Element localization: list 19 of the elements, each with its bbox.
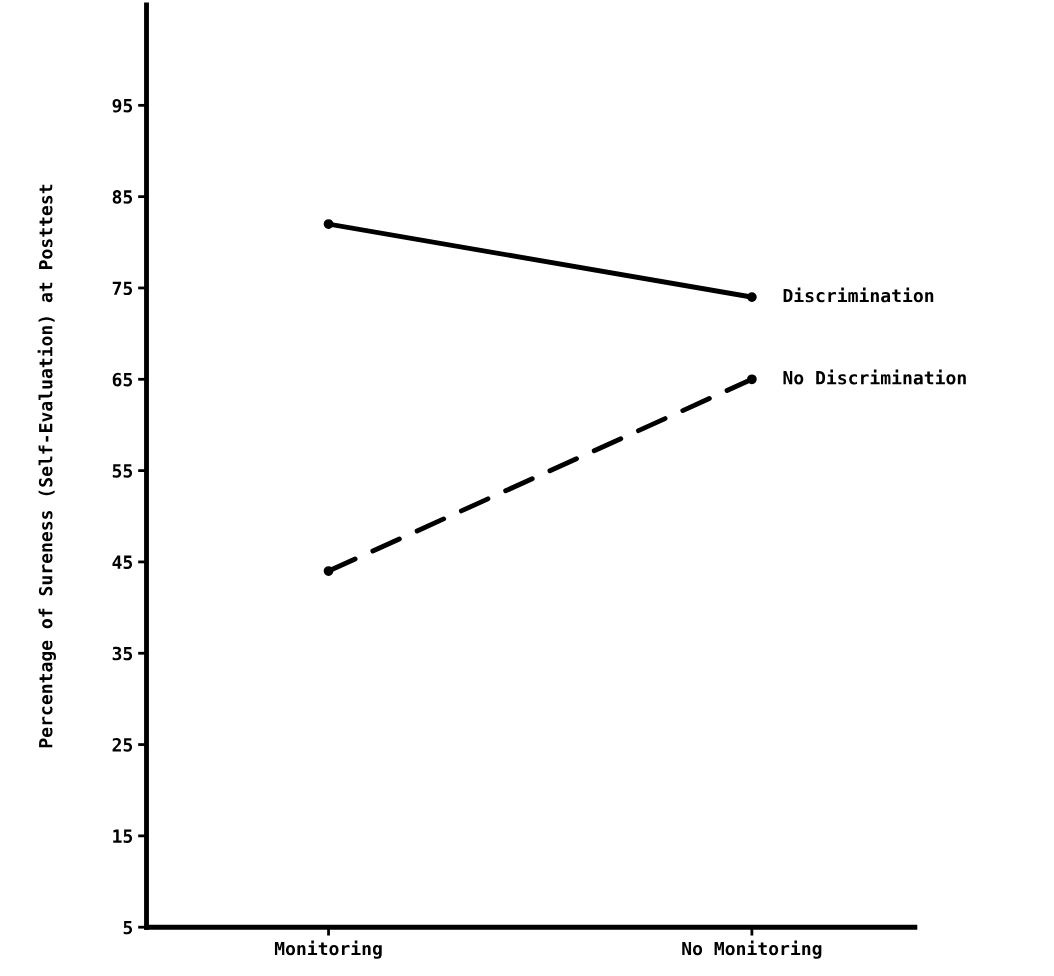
y-tick-label: 5: [123, 920, 133, 935]
x-tick-label: No Monitoring: [682, 940, 822, 959]
y-tick-label: 55: [112, 464, 133, 478]
point: [323, 566, 334, 576]
series-label: No Discrimination: [783, 369, 966, 385]
y-tick-label: 95: [112, 98, 133, 113]
y-tick-label: 45: [112, 555, 133, 570]
y-tick-label: 75: [112, 281, 133, 296]
point: [323, 219, 334, 229]
y-tick-label: 35: [112, 646, 133, 661]
y-tick-label: 25: [112, 738, 133, 752]
y-tick-label: 65: [112, 372, 133, 387]
y-axis-title: Percentage of Sureness (Self-Evaluation) at Posttest: [37, 184, 56, 748]
y-tick-label: 15: [113, 829, 133, 843]
point: [747, 292, 757, 302]
series-label: Discrimination: [783, 287, 934, 303]
x-tick-label: Monitoring: [274, 940, 382, 959]
point: [747, 374, 757, 385]
y-tick-label: 85: [112, 190, 133, 204]
